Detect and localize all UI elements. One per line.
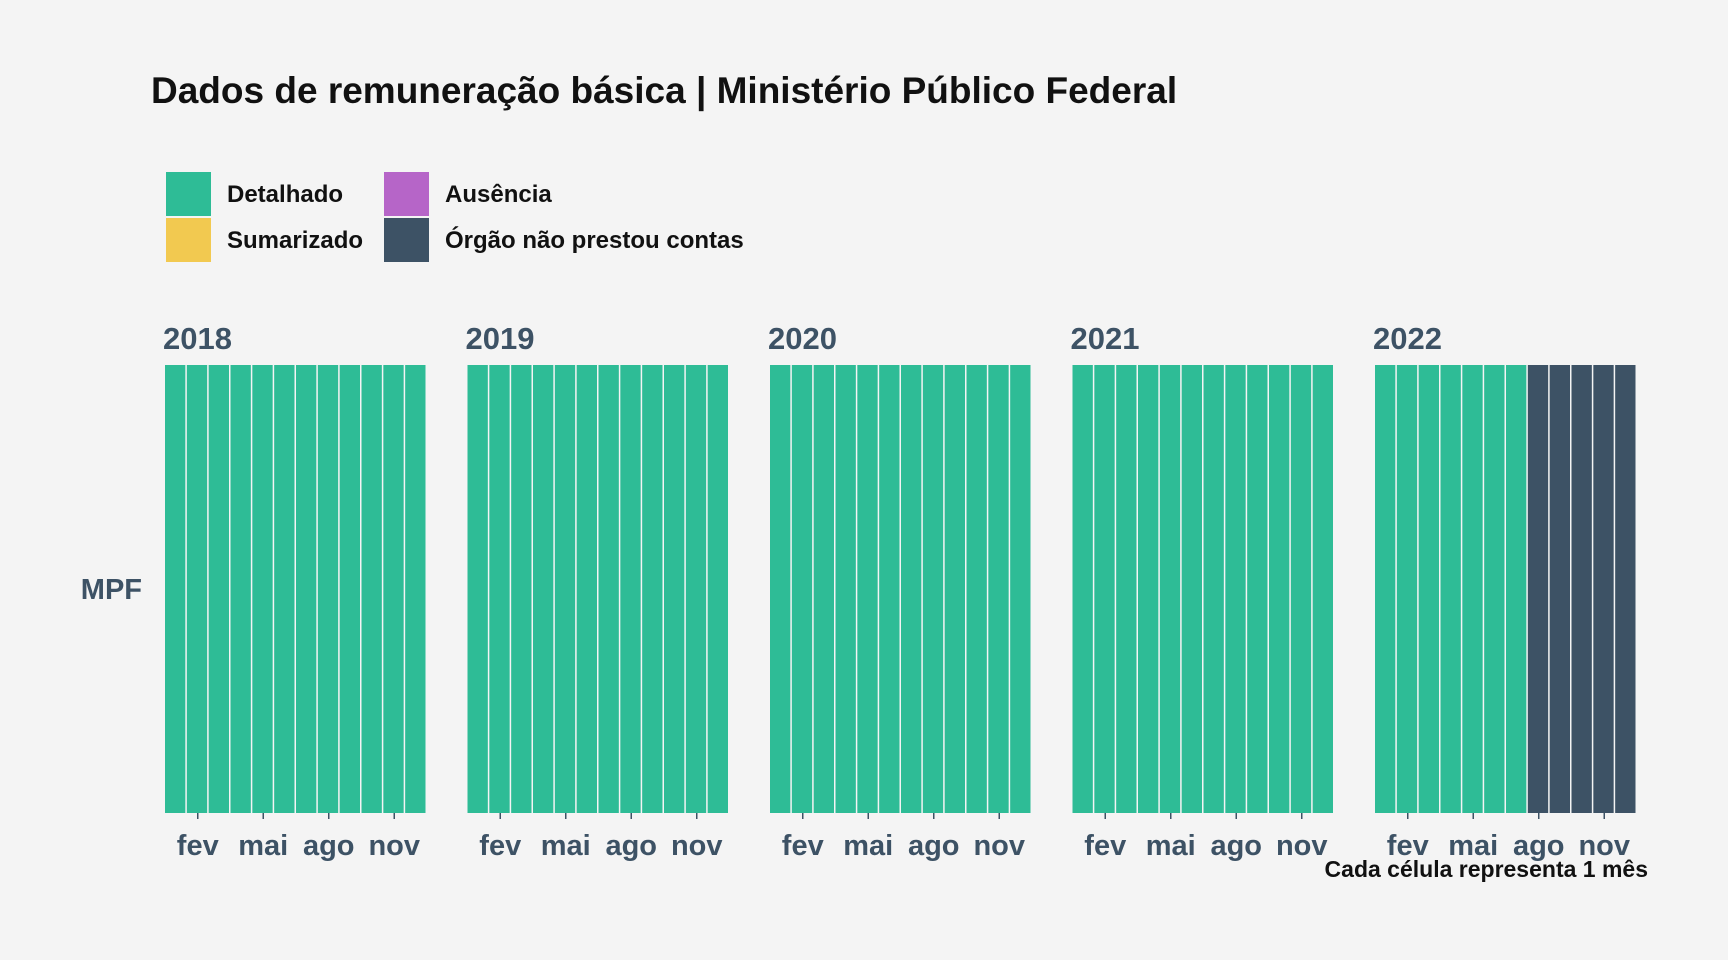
cell-2021-6-detalhado <box>1181 365 1202 813</box>
cell-2020-10-detalhado <box>966 365 987 813</box>
cell-2021-5-detalhado <box>1159 365 1181 813</box>
tick-label-2019-fev: fev <box>479 830 521 862</box>
tick-label-2018-ago: ago <box>303 830 355 862</box>
cell-2018-1-detalhado <box>165 365 186 813</box>
tick-label-2020-fev: fev <box>782 830 824 862</box>
tick-label-2020-mai: mai <box>843 830 893 862</box>
cell-2021-10-detalhado <box>1269 365 1290 813</box>
legend: Detalhado Ausência Sumarizado Órgão não … <box>166 172 806 264</box>
cell-2019-8-detalhado <box>620 365 641 813</box>
tick-label-2018-fev: fev <box>177 830 219 862</box>
cell-2022-11-orgao-nao-prestou-contas <box>1593 365 1614 813</box>
cell-2021-7-detalhado <box>1203 365 1224 813</box>
facet-label-2018: 2018 <box>163 321 232 356</box>
cell-2019-12-detalhado <box>707 365 728 813</box>
cell-2021-12-detalhado <box>1312 365 1333 813</box>
cell-2018-11-detalhado <box>383 365 404 813</box>
cell-2018-8-detalhado <box>317 365 339 813</box>
legend-swatch-sumarizado <box>166 218 211 262</box>
legend-label-ausencia: Ausência <box>445 181 552 208</box>
cell-2021-1-detalhado <box>1072 365 1093 813</box>
facet-label-2019: 2019 <box>466 321 535 356</box>
legend-swatch-nao-prestou <box>384 218 429 262</box>
cell-2018-2-detalhado <box>186 365 208 813</box>
cell-2022-6-detalhado <box>1484 365 1505 813</box>
chart-title: Dados de remuneração básica | Ministério… <box>151 70 1178 111</box>
row-label: MPF <box>81 574 142 606</box>
cell-2022-9-orgao-nao-prestou-contas <box>1549 365 1570 813</box>
cell-2022-1-detalhado <box>1375 365 1396 813</box>
cell-2021-9-detalhado <box>1247 365 1268 813</box>
cell-2020-5-detalhado <box>857 365 878 813</box>
facet-label-2021: 2021 <box>1071 321 1140 356</box>
cell-2021-8-detalhado <box>1225 365 1246 813</box>
cell-2021-11-detalhado <box>1290 365 1312 813</box>
cell-2022-12-orgao-nao-prestou-contas <box>1615 365 1636 813</box>
cell-2019-1-detalhado <box>467 365 488 813</box>
tick-label-2022-ago: ago <box>1513 830 1565 862</box>
tick-label-2021-mai: mai <box>1146 830 1196 862</box>
tick-label-2019-nov: nov <box>671 830 723 862</box>
cell-2021-4-detalhado <box>1138 365 1159 813</box>
cell-2020-8-detalhado <box>922 365 944 813</box>
cell-2021-3-detalhado <box>1116 365 1137 813</box>
tick-label-2019-mai: mai <box>541 830 591 862</box>
legend-label-sumarizado: Sumarizado <box>227 227 364 254</box>
cell-2020-6-detalhado <box>879 365 900 813</box>
cell-2022-3-detalhado <box>1418 365 1439 813</box>
tick-label-2021-ago: ago <box>1210 830 1262 862</box>
facet-label-2022: 2022 <box>1373 321 1442 356</box>
cell-2020-7-detalhado <box>901 365 922 813</box>
cell-2018-10-detalhado <box>361 365 382 813</box>
cell-2019-6-detalhado <box>576 365 597 813</box>
cell-2019-5-detalhado <box>554 365 576 813</box>
tick-label-2020-nov: nov <box>973 830 1025 862</box>
cell-2022-7-detalhado <box>1506 365 1527 813</box>
cell-2022-10-orgao-nao-prestou-contas <box>1571 365 1592 813</box>
cell-2022-5-detalhado <box>1462 365 1483 813</box>
cell-2019-11-detalhado <box>685 365 707 813</box>
cell-2022-2-detalhado <box>1396 365 1418 813</box>
cell-2018-4-detalhado <box>230 365 251 813</box>
tick-label-2018-mai: mai <box>238 830 288 862</box>
cell-2018-9-detalhado <box>339 365 360 813</box>
cell-2021-2-detalhado <box>1094 365 1115 813</box>
legend-label-nao-prestou: Órgão não prestou contas <box>445 227 744 254</box>
cell-2019-2-detalhado <box>489 365 510 813</box>
tick-label-2022-fev: fev <box>1387 830 1429 862</box>
cell-2020-2-detalhado <box>791 365 813 813</box>
cell-2022-4-detalhado <box>1440 365 1461 813</box>
cell-2020-9-detalhado <box>944 365 965 813</box>
cell-2022-8-orgao-nao-prestou-contas <box>1527 365 1549 813</box>
tick-label-2022-nov: nov <box>1578 830 1630 862</box>
tick-label-2019-ago: ago <box>605 830 657 862</box>
cell-2019-4-detalhado <box>533 365 554 813</box>
cell-2019-3-detalhado <box>511 365 532 813</box>
cell-2019-10-detalhado <box>664 365 685 813</box>
cell-2018-5-detalhado <box>252 365 273 813</box>
tick-label-2018-nov: nov <box>368 830 420 862</box>
legend-swatch-detalhado <box>166 172 211 216</box>
tick-label-2022-mai: mai <box>1448 830 1498 862</box>
cell-2018-12-detalhado <box>405 365 426 813</box>
facet-label-2020: 2020 <box>768 321 837 356</box>
tick-label-2021-nov: nov <box>1276 830 1328 862</box>
cell-2018-7-detalhado <box>296 365 317 813</box>
cell-2018-6-detalhado <box>274 365 295 813</box>
cell-2020-4-detalhado <box>835 365 856 813</box>
cell-2020-1-detalhado <box>770 365 791 813</box>
cell-2020-11-detalhado <box>988 365 1009 813</box>
legend-label-detalhado: Detalhado <box>227 181 344 208</box>
tick-label-2021-fev: fev <box>1084 830 1126 862</box>
cell-2019-7-detalhado <box>598 365 619 813</box>
legend-swatch-ausencia <box>384 172 429 216</box>
caption: Cada célula representa 1 mês <box>1325 856 1648 882</box>
tick-label-2020-ago: ago <box>908 830 960 862</box>
cell-2019-9-detalhado <box>642 365 663 813</box>
cell-2020-3-detalhado <box>813 365 834 813</box>
cell-2020-12-detalhado <box>1010 365 1031 813</box>
cell-2018-3-detalhado <box>208 365 229 813</box>
